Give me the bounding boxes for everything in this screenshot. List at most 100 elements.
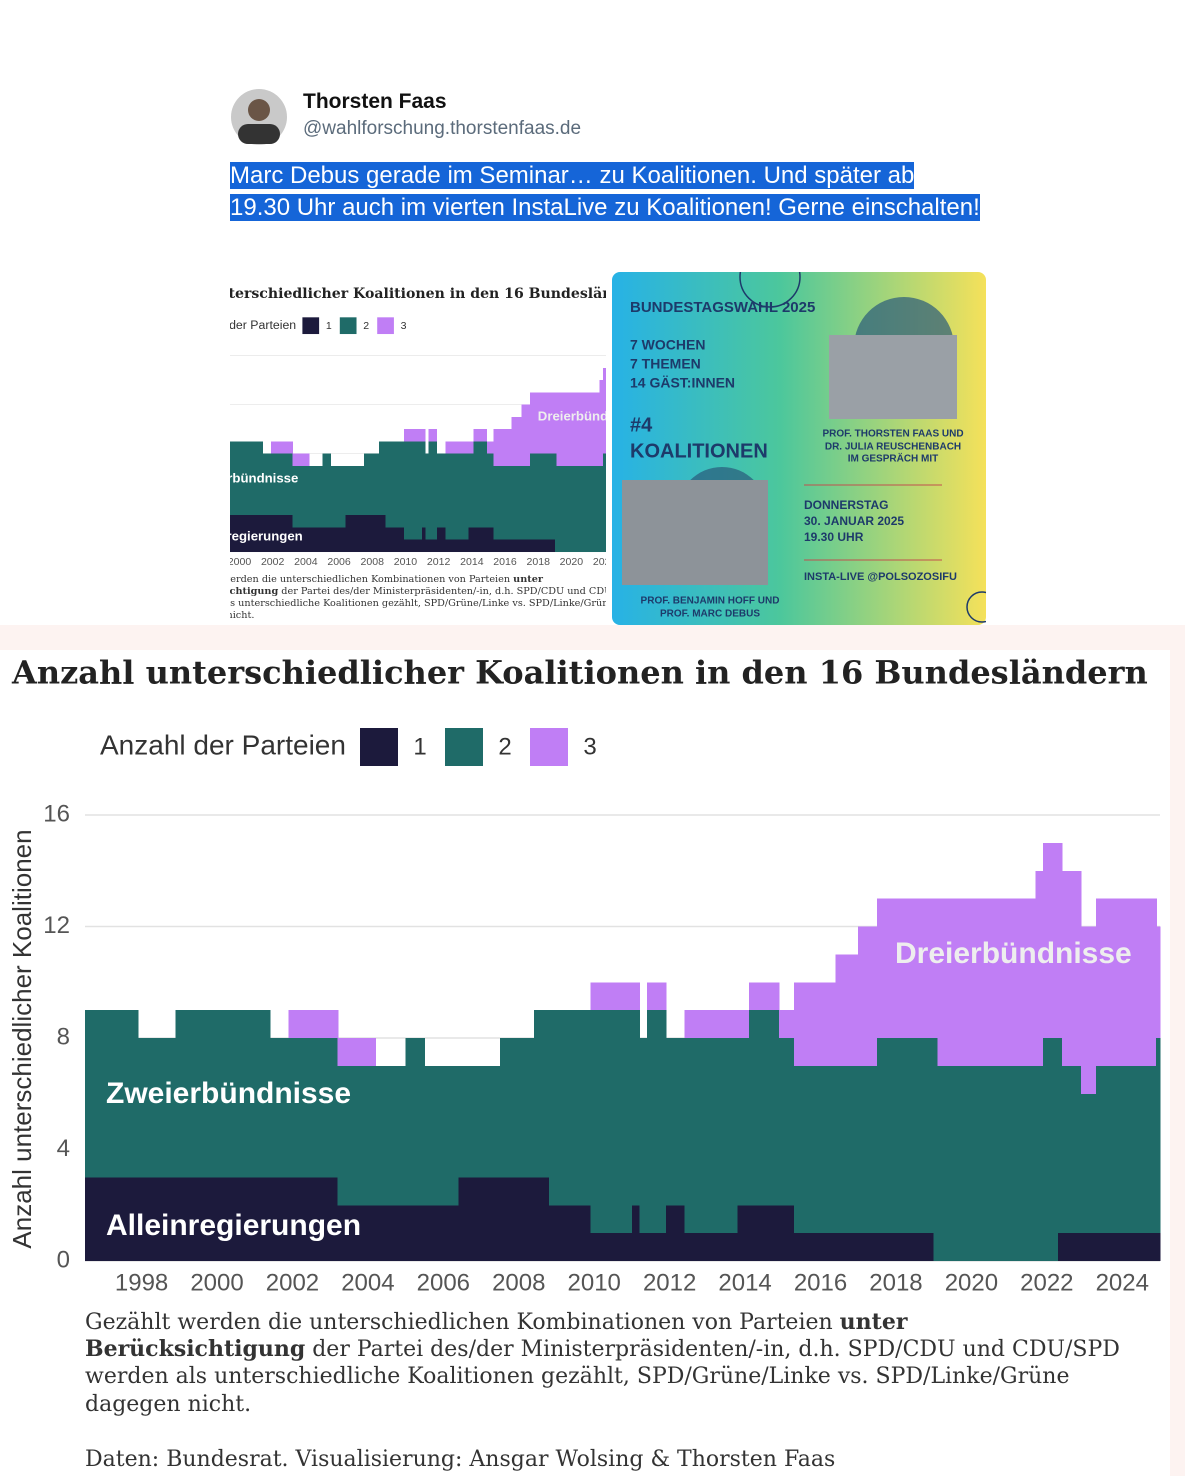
step-segment bbox=[458, 1065, 501, 1178]
step-segment bbox=[590, 1233, 633, 1261]
step-segment bbox=[779, 1038, 795, 1206]
y-tick-label: 16 bbox=[43, 800, 70, 827]
step-segment bbox=[499, 1177, 535, 1261]
step-segment bbox=[937, 898, 976, 1066]
date: DONNERSTAG bbox=[804, 498, 888, 512]
legend-swatch bbox=[360, 728, 398, 766]
step-segment bbox=[1061, 1233, 1082, 1261]
hosts: DR. JULIA REUSCHENBACH bbox=[825, 442, 961, 453]
author-name[interactable]: Thorsten Faas bbox=[303, 90, 447, 113]
y-tick-label: 12 bbox=[43, 912, 70, 939]
source: Daten: Bundesrat. Visualisierung: Ansgar… bbox=[85, 1447, 835, 1472]
step-segment bbox=[748, 1010, 780, 1206]
y-tick-label: 4 bbox=[57, 1135, 70, 1162]
legend-title: Anzahl der Parteien bbox=[100, 729, 346, 760]
avatar[interactable] bbox=[230, 88, 288, 146]
step-segment bbox=[424, 1065, 460, 1206]
y-tick-label: 8 bbox=[57, 1023, 70, 1050]
step-segment bbox=[405, 1038, 426, 1206]
step-segment bbox=[877, 1038, 935, 1234]
step-segment bbox=[175, 1177, 271, 1261]
step-segment bbox=[548, 1010, 592, 1206]
legend-label: 2 bbox=[498, 733, 511, 760]
step-segment bbox=[1058, 1233, 1063, 1261]
x-tick-label: 2018 bbox=[869, 1269, 922, 1296]
step-segment bbox=[631, 982, 641, 1011]
x-tick-label: 2004 bbox=[341, 1269, 394, 1296]
step-segment bbox=[137, 1177, 177, 1261]
step-segment bbox=[137, 1038, 177, 1178]
step-segment bbox=[647, 1010, 667, 1234]
y-axis-label: Anzahl unterschiedlicher Koalitionen bbox=[7, 829, 37, 1248]
selected-text: Marc Debus gerade im Seminar… zu Koaliti… bbox=[230, 162, 980, 221]
x-tick-label: 2020 bbox=[945, 1269, 998, 1296]
x-tick-label: 1998 bbox=[115, 1269, 168, 1296]
area-label: Zweierbündnisse bbox=[106, 1077, 351, 1110]
step-segment bbox=[665, 1205, 686, 1261]
date: 19.30 UHR bbox=[804, 530, 864, 544]
legend-swatch bbox=[445, 728, 483, 766]
step-segment bbox=[639, 1233, 648, 1261]
x-tick-label: 2010 bbox=[568, 1269, 621, 1296]
step-segment bbox=[975, 1065, 1037, 1261]
step-segment bbox=[748, 982, 780, 1011]
author-handle[interactable]: @wahlforschung.thorstenfaas.de bbox=[303, 118, 582, 139]
step-segment bbox=[737, 1205, 750, 1261]
step-segment bbox=[737, 1010, 750, 1038]
legend-label: 1 bbox=[413, 733, 426, 760]
step-segment bbox=[337, 1205, 377, 1261]
step-segment bbox=[794, 1065, 837, 1234]
x-tick-label: 2022 bbox=[1020, 1269, 1073, 1296]
thumbnail-promo[interactable]: BUNDESTAGSWAHL 2025 7 WOCHEN 7 THEMEN 14… bbox=[612, 272, 986, 625]
x-tick-label: 2002 bbox=[266, 1269, 319, 1296]
episode: #4 bbox=[630, 414, 653, 436]
step-segment bbox=[639, 1038, 648, 1234]
step-segment bbox=[375, 1205, 407, 1261]
thumbnail-chart[interactable] bbox=[230, 272, 606, 625]
hosts: IM GESPRÄCH MIT bbox=[848, 452, 939, 465]
legend-label: 3 bbox=[583, 733, 596, 760]
step-segment bbox=[288, 1177, 339, 1261]
event: BUNDESTAGSWAHL 2025 bbox=[630, 299, 815, 316]
step-segment bbox=[794, 982, 837, 1066]
date: 30. JANUAR 2025 bbox=[804, 514, 904, 528]
step-segment bbox=[835, 1233, 859, 1261]
step-segment bbox=[458, 1177, 501, 1261]
step-segment bbox=[835, 1065, 859, 1234]
x-tick-label: 2008 bbox=[492, 1269, 545, 1296]
step-segment bbox=[405, 1205, 426, 1261]
step-segment bbox=[337, 1065, 377, 1206]
step-segment bbox=[933, 1038, 939, 1261]
channel: INSTA-LIVE @POLSOZOSIFU bbox=[804, 571, 957, 583]
speakers: PROF. BENJAMIN HOFF UND bbox=[641, 596, 780, 607]
weeks: 7 WOCHEN bbox=[630, 337, 705, 353]
area-label: Alleinregierungen bbox=[106, 1209, 361, 1242]
step-segment bbox=[337, 1038, 377, 1066]
step-segment bbox=[85, 1010, 139, 1178]
step-segment bbox=[1058, 842, 1063, 1038]
step-segment bbox=[269, 1038, 290, 1178]
step-segment bbox=[533, 1177, 550, 1261]
step-segment bbox=[665, 1038, 686, 1206]
step-segment bbox=[1095, 898, 1157, 1066]
step-segment bbox=[1035, 870, 1044, 1066]
step-segment bbox=[1095, 1065, 1157, 1234]
step-segment bbox=[499, 1038, 535, 1178]
legend-swatch bbox=[530, 728, 568, 766]
y-tick-label: 0 bbox=[57, 1246, 70, 1273]
step-segment bbox=[1061, 870, 1082, 1066]
step-segment bbox=[858, 926, 878, 1066]
step-segment bbox=[288, 1038, 339, 1178]
step-segment bbox=[590, 982, 633, 1011]
x-tick-label: 2024 bbox=[1096, 1269, 1149, 1296]
step-segment bbox=[877, 1233, 935, 1261]
step-segment bbox=[631, 1205, 641, 1261]
step-segment bbox=[933, 898, 939, 1038]
step-segment bbox=[375, 1065, 407, 1206]
topic: KOALITIONEN bbox=[630, 440, 768, 462]
chart-title: Anzahl unterschiedlicher Koalitionen in … bbox=[11, 654, 1148, 692]
caption: Gezählt werden die unterschiedlichen Kom… bbox=[85, 1309, 1127, 1417]
step-segment bbox=[779, 1205, 795, 1261]
step-segment bbox=[288, 1010, 339, 1038]
